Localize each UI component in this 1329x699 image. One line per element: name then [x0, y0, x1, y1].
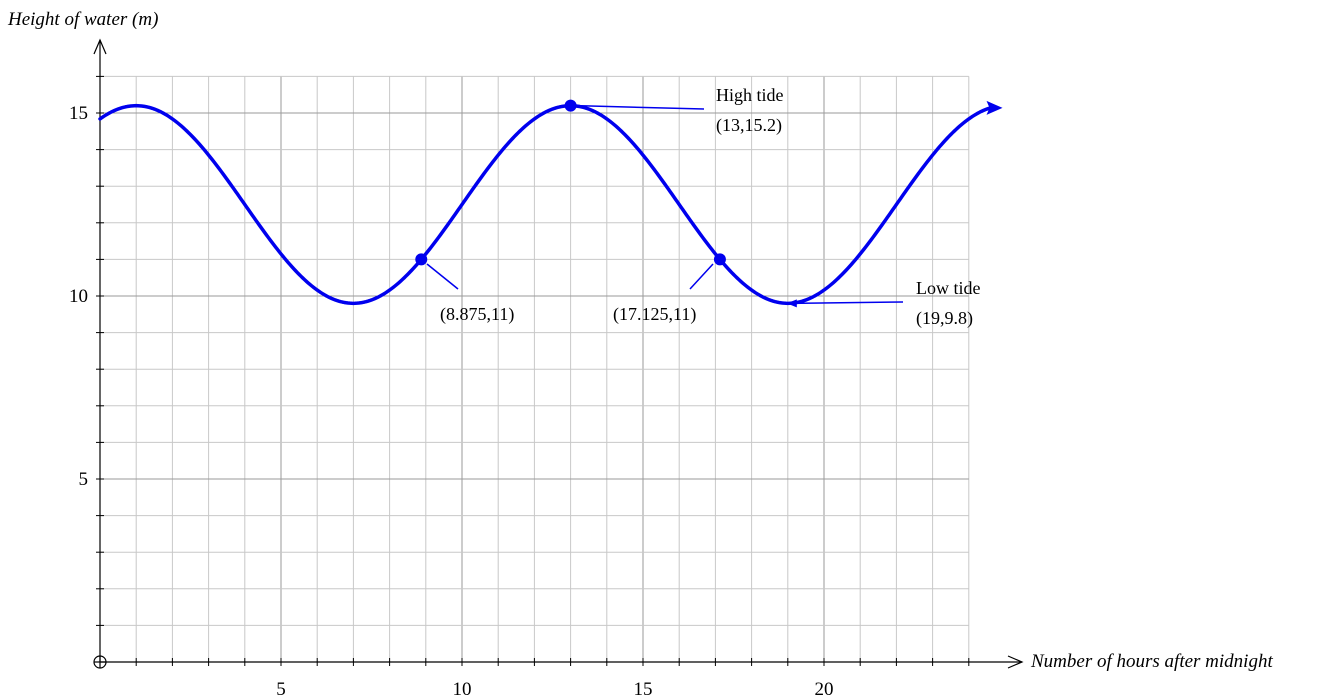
x-tick-label-15: 15 [634, 679, 653, 699]
low-tide-coords: (19,9.8) [916, 308, 973, 329]
y-axis-arrowhead [93, 38, 107, 55]
grid [100, 75, 970, 662]
point-leader-0 [426, 263, 459, 290]
tick-marks [96, 75, 970, 666]
tide-curve [98, 103, 993, 306]
x-axis-title: Number of hours after midnight [1030, 651, 1273, 672]
highlight-point-1 [564, 99, 577, 112]
low-tide-arrowhead [786, 299, 797, 308]
highlight-points: (8.875,11) (17.125,11) [415, 99, 726, 325]
low-tide-leader [791, 301, 904, 305]
highlight-point-0 [415, 253, 428, 266]
high-tide-coords: (13,15.2) [716, 115, 782, 136]
high-tide-title: High tide [716, 85, 784, 105]
y-axis-title: Height of water (m) [7, 9, 158, 30]
annotations: High tide (13,15.2) Low tide (19,9.8) [576, 85, 981, 329]
x-tick-label-10: 10 [453, 679, 472, 699]
tick-labels: 5 10 15 20 5 10 15 [69, 103, 834, 699]
highlight-point-2 [713, 253, 726, 266]
y-tick-label-15: 15 [69, 103, 88, 124]
point-label-2: (17.125,11) [613, 304, 696, 325]
axes [93, 38, 1024, 669]
high-tide-leader [576, 104, 705, 110]
series-curve [98, 100, 1003, 306]
low-tide-title: Low tide [916, 278, 981, 298]
point-leader-2 [689, 263, 714, 290]
x-tick-label-20: 20 [815, 679, 834, 699]
point-label-0: (8.875,11) [440, 304, 514, 325]
y-tick-label-5: 5 [79, 469, 89, 490]
x-axis-arrowhead [1007, 655, 1024, 669]
curve-arrowhead [986, 100, 1003, 115]
y-tick-label-10: 10 [69, 286, 88, 307]
x-tick-label-5: 5 [276, 679, 286, 699]
